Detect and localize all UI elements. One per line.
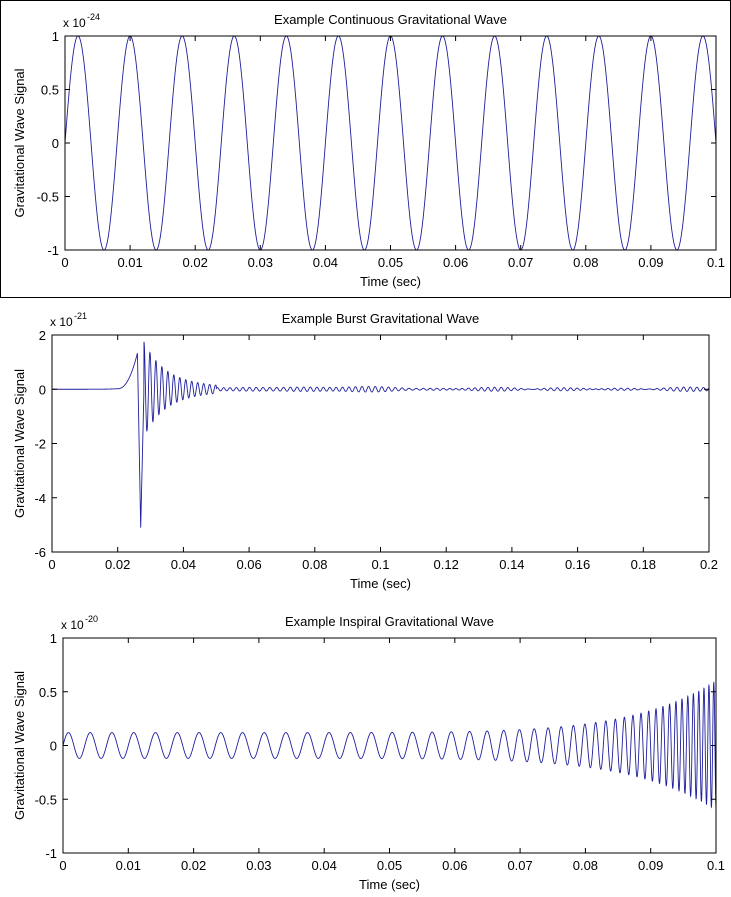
y-tick-label: -1 xyxy=(47,243,59,258)
y-multiplier-exponent: -21 xyxy=(74,311,87,321)
series-line xyxy=(63,681,716,810)
x-tick-label: 0.09 xyxy=(638,858,663,873)
x-tick-label: 0 xyxy=(48,557,55,572)
x-axis-label: Time (sec) xyxy=(350,576,411,591)
x-tick-label: 0.14 xyxy=(499,557,524,572)
x-tick-label: 0.09 xyxy=(638,255,663,270)
x-tick-label: 0.08 xyxy=(573,255,598,270)
x-tick-label: 0.2 xyxy=(700,557,718,572)
y-axis-label: Gravitational Wave Signal xyxy=(12,68,27,217)
chart-title: Example Burst Gravitational Wave xyxy=(282,311,479,326)
y-tick-label: -6 xyxy=(34,545,46,560)
x-tick-label: 0.04 xyxy=(313,255,338,270)
panel-border xyxy=(0,0,731,298)
y-tick-label: -0.5 xyxy=(37,190,59,205)
x-tick-label: 0.04 xyxy=(312,858,337,873)
y-tick-label: 0.5 xyxy=(41,83,59,98)
x-tick-label: 0.03 xyxy=(248,255,273,270)
x-tick-label: 0.1 xyxy=(371,557,389,572)
x-tick-label: 0.04 xyxy=(171,557,196,572)
x-tick-label: 0.05 xyxy=(378,255,403,270)
y-multiplier-label: x 10 xyxy=(61,618,84,632)
x-tick-label: 0.07 xyxy=(507,858,532,873)
x-tick-label: 0.06 xyxy=(443,255,468,270)
y-axis-label: Gravitational Wave Signal xyxy=(12,671,27,820)
x-tick-label: 0.1 xyxy=(707,255,725,270)
x-tick-label: 0 xyxy=(61,255,68,270)
x-tick-label: 0.05 xyxy=(377,858,402,873)
y-multiplier-exponent: -20 xyxy=(85,614,98,624)
y-multiplier-label: x 10 xyxy=(63,16,86,30)
chart-panel-1: Example Continuous Gravitational Wave x 1… xyxy=(0,0,731,298)
y-tick-label: 1 xyxy=(52,29,59,44)
x-tick-label: 0.06 xyxy=(236,557,261,572)
x-axis-label: Time (sec) xyxy=(359,877,420,892)
x-tick-label: 0.1 xyxy=(707,858,725,873)
y-tick-label: -2 xyxy=(34,437,46,452)
x-axis-label: Time (sec) xyxy=(360,274,421,289)
y-tick-label: -4 xyxy=(34,491,46,506)
y-tick-label: 0 xyxy=(39,382,46,397)
series-line xyxy=(52,341,709,528)
x-tick-label: 0.12 xyxy=(434,557,459,572)
x-tick-label: 0.01 xyxy=(117,255,142,270)
y-tick-label: 0 xyxy=(50,739,57,754)
x-tick-label: 0.18 xyxy=(631,557,656,572)
x-tick-label: 0.03 xyxy=(246,858,271,873)
y-tick-label: 2 xyxy=(39,328,46,343)
chart-panel-2: Example Burst Gravitational Wave x 10 -21 0… xyxy=(12,311,718,591)
x-tick-label: 0.02 xyxy=(105,557,130,572)
y-tick-label: 0.5 xyxy=(39,685,57,700)
y-tick-label: -1 xyxy=(45,846,57,861)
x-tick-label: 0.07 xyxy=(508,255,533,270)
y-tick-label: -0.5 xyxy=(35,792,57,807)
y-multiplier-exponent: -24 xyxy=(87,12,100,22)
chart-title: Example Inspiral Gravitational Wave xyxy=(285,614,494,629)
x-tick-label: 0.02 xyxy=(183,255,208,270)
x-tick-label: 0.01 xyxy=(116,858,141,873)
x-tick-label: 0.16 xyxy=(565,557,590,572)
y-multiplier-label: x 10 xyxy=(50,315,73,329)
y-axis-label: Gravitational Wave Signal xyxy=(12,369,27,518)
series-line xyxy=(65,35,716,251)
chart-title: Example Continuous Gravitational Wave xyxy=(274,12,507,27)
y-tick-label: 0 xyxy=(52,136,59,151)
x-tick-label: 0 xyxy=(59,858,66,873)
x-tick-label: 0.08 xyxy=(573,858,598,873)
x-tick-label: 0.08 xyxy=(302,557,327,572)
x-tick-label: 0.02 xyxy=(181,858,206,873)
y-tick-label: 1 xyxy=(50,631,57,646)
x-tick-label: 0.06 xyxy=(442,858,467,873)
